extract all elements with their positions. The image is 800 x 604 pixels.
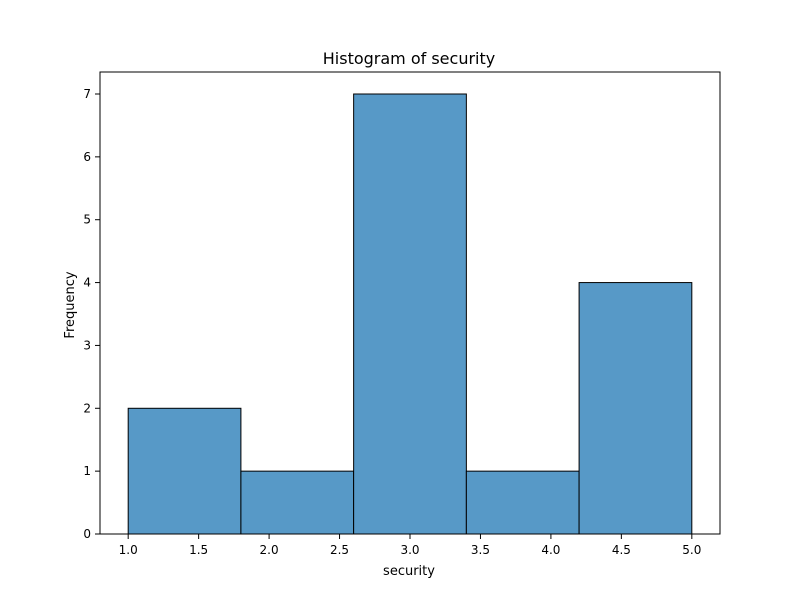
y-ticks-layer: 0 1 2 3 4 5 6 7 [83,87,100,541]
y-tick-label: 1 [83,464,91,478]
histogram-bar-5 [578,282,693,535]
x-tick-label: 4.0 [541,543,560,557]
y-tick-label: 2 [83,401,91,415]
y-axis-label: Frequency [63,271,78,338]
bars-layer [127,93,693,535]
x-tick-label: 3.0 [400,543,419,557]
x-tick-label: 4.5 [612,543,631,557]
x-tick-label: 3.5 [471,543,490,557]
histogram-bar-3 [353,93,467,535]
x-tick-label: 2.5 [330,543,349,557]
y-tick-label: 3 [83,338,91,352]
y-tick-label: 6 [83,150,91,164]
x-tick-label: 1.5 [189,543,208,557]
histogram-bar-2 [240,470,355,535]
x-axis-label: security [383,564,435,579]
y-tick-label: 4 [83,276,91,290]
y-tick-label: 0 [83,527,91,541]
x-tick-label: 2.0 [260,543,279,557]
y-tick-label: 5 [83,213,91,227]
x-tick-label: 1.0 [119,543,138,557]
plot-frame [99,71,721,535]
histogram-bar-4 [465,470,580,535]
x-ticks-layer: 1.0 1.5 2.0 2.5 3.0 3.5 4.0 4.5 5.0 [119,534,701,557]
histogram-bar-1 [127,407,242,535]
chart-title: Histogram of security [323,49,495,68]
y-tick-label: 7 [83,87,91,101]
x-tick-label: 5.0 [682,543,701,557]
